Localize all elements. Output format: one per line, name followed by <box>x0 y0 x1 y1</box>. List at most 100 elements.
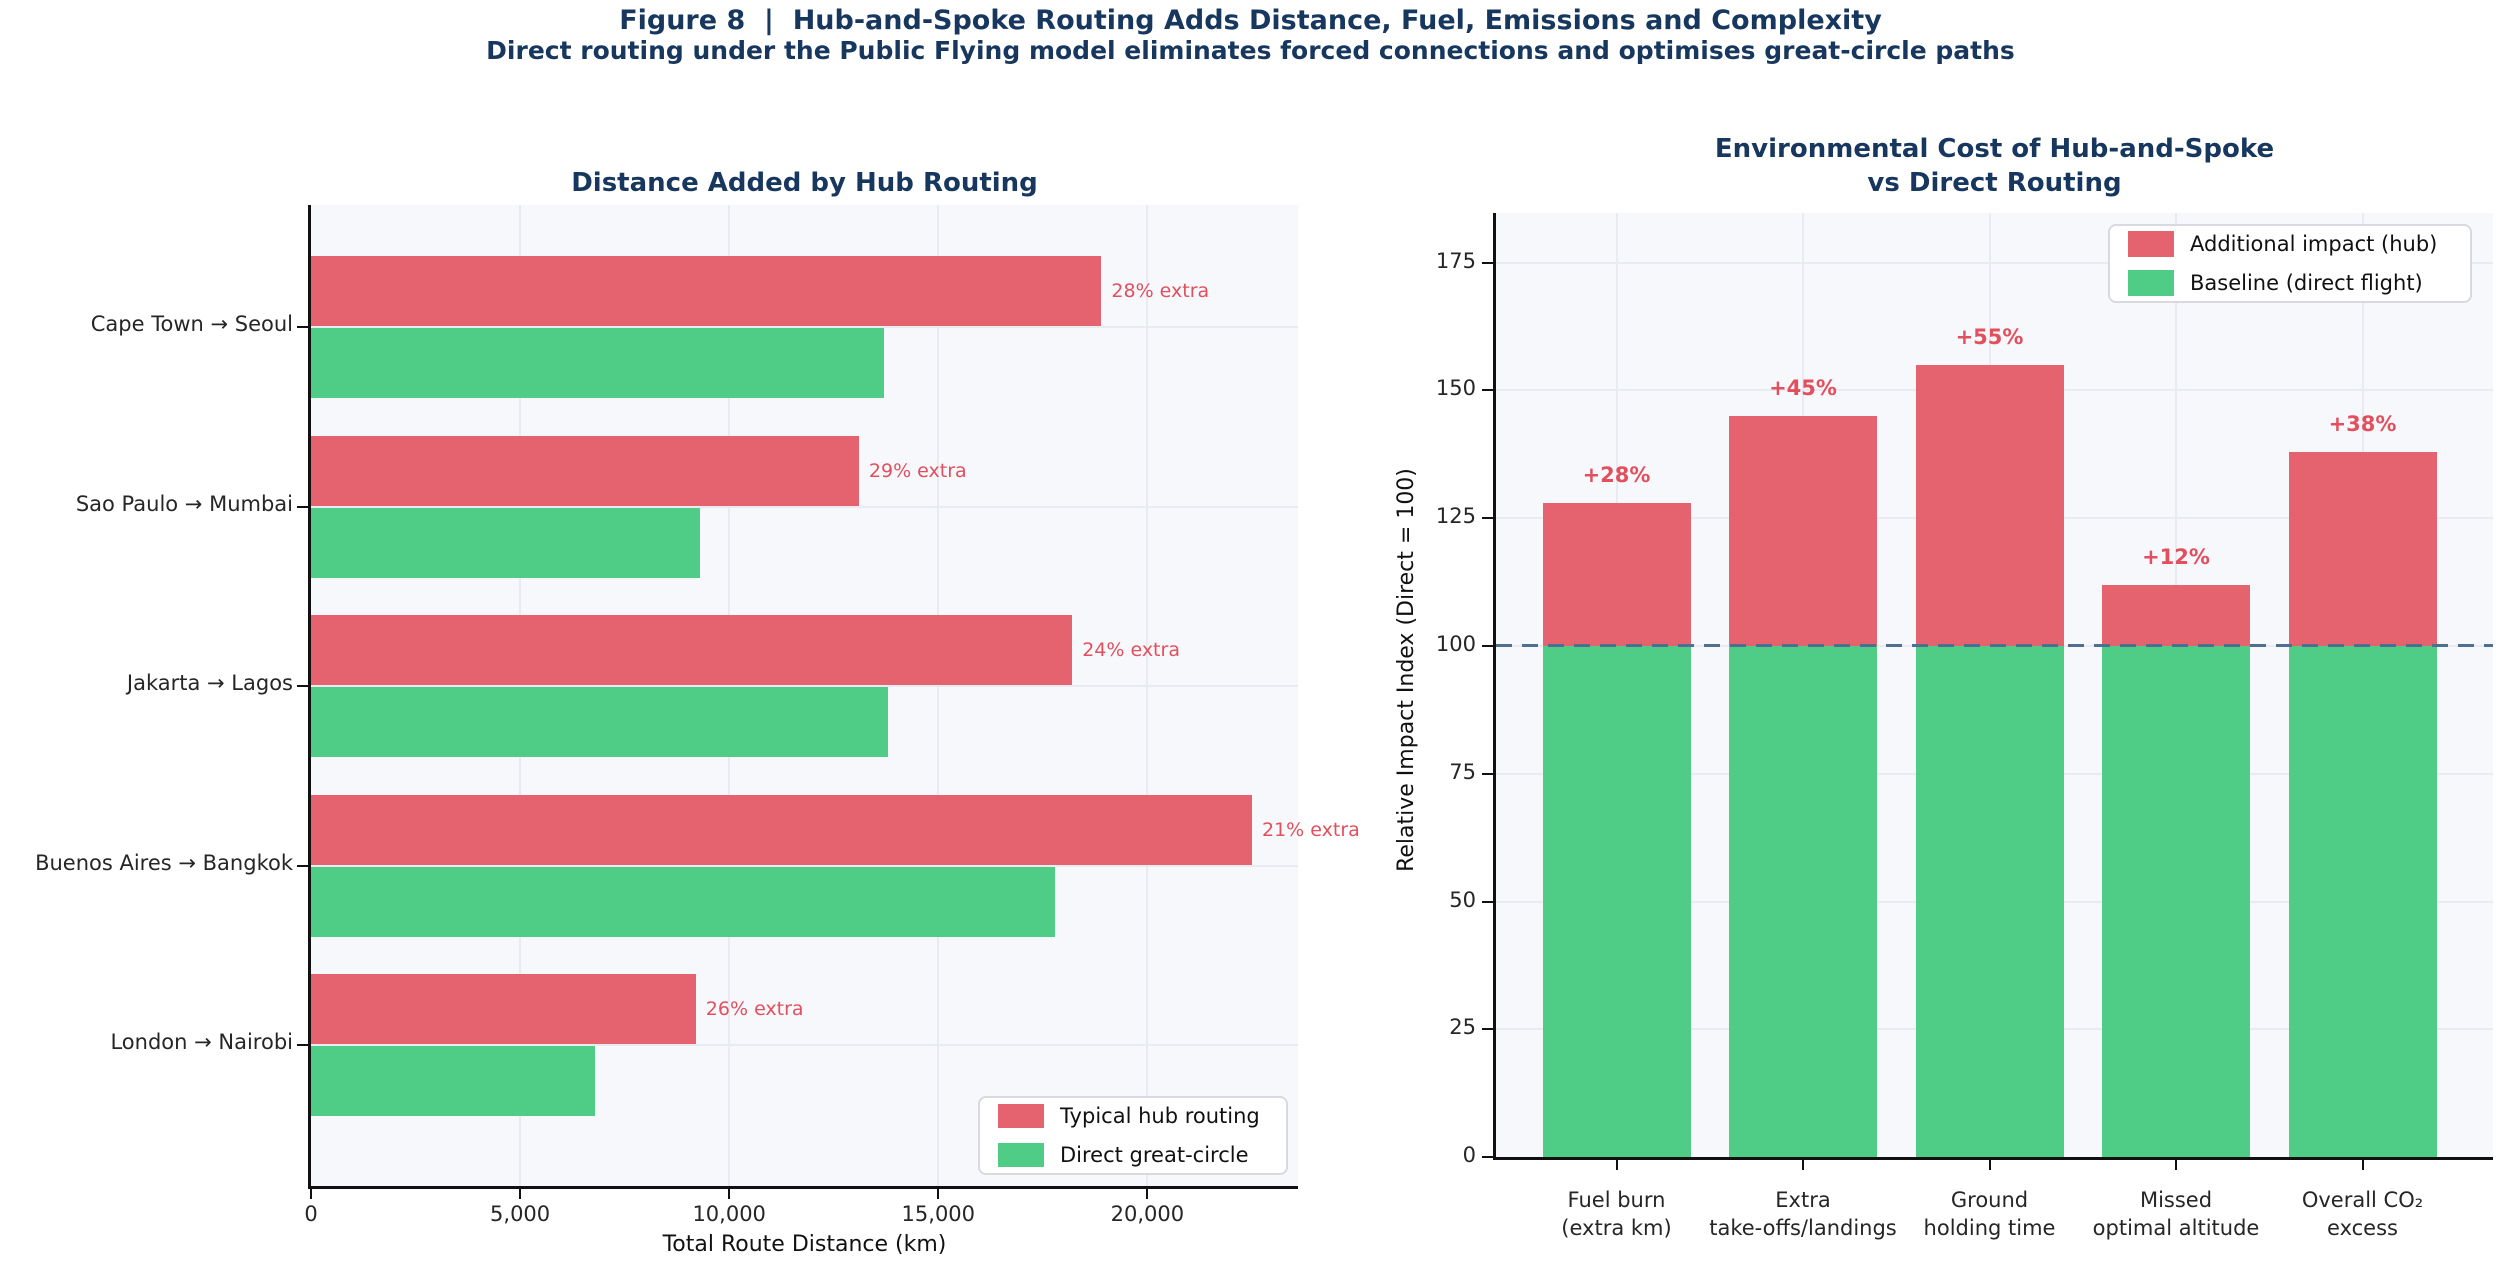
bar-hub-routing <box>311 794 1252 865</box>
gridline-vertical <box>1146 205 1149 1186</box>
x-tick-mark <box>1802 1160 1804 1170</box>
x-axis-label: Total Route Distance (km) <box>662 1232 947 1257</box>
bar-additional-impact <box>2288 451 2437 646</box>
right-chart-title-line1: Environmental Cost of Hub-and-Spoke <box>1714 134 2275 164</box>
bar-additional-impact <box>2102 584 2250 646</box>
bar-additional-impact <box>1729 415 1877 646</box>
category-label-line2: optimal altitude <box>2092 1216 2260 1240</box>
x-tick-mark <box>519 1189 522 1199</box>
gridline-horizontal <box>311 685 1298 688</box>
bar-annotation: +12% <box>2142 544 2210 569</box>
y-tick-mark <box>297 864 308 867</box>
category-label: Sao Paulo → Mumbai <box>75 491 293 516</box>
right-chart-title-line2: vs Direct Routing <box>1867 168 2122 198</box>
bar-additional-impact <box>1915 364 2064 646</box>
gridline-horizontal <box>311 1044 1298 1047</box>
x-axis-spine <box>1493 1157 2493 1160</box>
bar-annotation: 21% extra <box>1262 818 1360 841</box>
category-label-line2: holding time <box>1923 1216 2056 1240</box>
legend-label: Additional impact (hub) <box>2190 231 2438 256</box>
x-tick-mark <box>937 1189 940 1199</box>
legend-swatch <box>998 1143 1044 1168</box>
y-tick-label: 175 <box>1435 248 1476 273</box>
x-tick-label: 10,000 <box>692 1202 766 1226</box>
y-tick-mark <box>1482 1028 1493 1031</box>
bar-hub-routing <box>311 615 1073 686</box>
legend-swatch <box>2128 230 2174 257</box>
x-tick-mark <box>1146 1189 1149 1199</box>
x-tick-mark <box>2361 1160 2364 1170</box>
y-tick-mark <box>1482 772 1493 775</box>
y-tick-label: 0 <box>1462 1143 1476 1167</box>
x-tick-mark <box>728 1189 731 1199</box>
y-tick-mark <box>297 685 308 688</box>
category-label: Buenos Aires → Bangkok <box>35 850 293 875</box>
gridline-horizontal <box>311 864 1298 867</box>
y-tick-label: 25 <box>1449 1015 1476 1040</box>
bar-baseline-direct <box>2288 645 2437 1157</box>
dashed-baseline <box>1496 644 2493 648</box>
y-tick-label: 125 <box>1435 504 1476 529</box>
y-tick-label: 150 <box>1435 376 1476 401</box>
legend-label: Direct great-circle <box>1060 1143 1249 1168</box>
category-label: Cape Town → Seoul <box>90 312 293 336</box>
y-axis-spine <box>308 205 311 1189</box>
x-tick-mark <box>310 1189 312 1199</box>
bar-annotation: +38% <box>2328 411 2397 436</box>
bar-hub-routing <box>311 435 859 506</box>
y-tick-mark <box>1482 389 1493 392</box>
y-tick-mark <box>1482 261 1493 264</box>
legend-label: Baseline (direct flight) <box>2190 271 2423 296</box>
category-label-line1: Extra <box>1775 1188 1831 1212</box>
category-label-line1: Missed <box>2139 1188 2213 1212</box>
y-tick-mark <box>297 326 308 328</box>
y-axis-label: Relative Impact Index (Direct = 100) <box>1394 468 1419 872</box>
bar-annotation: +55% <box>1955 324 2024 349</box>
figure-subtitle: Direct routing under the Public Flying m… <box>486 36 2015 65</box>
bar-direct-great-circle <box>311 507 700 578</box>
category-label: London → Nairobi <box>110 1030 293 1055</box>
figure-title: Figure 8 | Hub-and-Spoke Routing Adds Di… <box>619 5 1882 36</box>
legend-label: Typical hub routing <box>1060 1103 1260 1128</box>
bar-annotation: 29% extra <box>868 459 967 482</box>
bar-baseline-direct <box>2102 645 2250 1157</box>
y-tick-mark <box>1482 644 1493 647</box>
y-tick-mark <box>1482 1156 1493 1158</box>
legend-swatch <box>998 1103 1044 1128</box>
y-tick-mark <box>1482 900 1493 903</box>
left-chart-title: Distance Added by Hub Routing <box>571 168 1038 198</box>
category-label: Jakarta → Lagos <box>126 671 293 696</box>
bar-annotation: +28% <box>1582 462 1651 487</box>
category-label-line1: Ground <box>1950 1188 2029 1212</box>
bar-direct-great-circle <box>311 328 884 398</box>
bar-hub-routing <box>311 256 1102 326</box>
bar-annotation: 24% extra <box>1082 639 1180 662</box>
category-label-line2: take-offs/landings <box>1709 1216 1897 1240</box>
gridline-vertical <box>937 205 940 1186</box>
y-tick-label: 50 <box>1449 887 1476 912</box>
y-tick-mark <box>297 505 308 508</box>
bar-direct-great-circle <box>311 1046 596 1117</box>
category-label-line1: Fuel burn <box>1567 1188 1666 1212</box>
x-tick-mark <box>1988 1160 1991 1170</box>
category-label-line1: Overall CO₂ <box>2301 1188 2424 1212</box>
bar-direct-great-circle <box>311 687 889 758</box>
x-axis-spine <box>308 1186 1298 1189</box>
bar-baseline-direct <box>1729 645 1877 1157</box>
x-tick-mark <box>1615 1160 1618 1170</box>
x-tick-label: 5,000 <box>490 1202 551 1226</box>
bar-additional-impact <box>1542 502 1691 646</box>
category-label-line2: excess <box>2327 1216 2398 1240</box>
bar-baseline-direct <box>1542 645 1691 1157</box>
bar-annotation: 26% extra <box>705 998 804 1021</box>
gridline-horizontal <box>1496 261 2493 264</box>
y-tick-mark <box>1482 517 1493 520</box>
x-tick-label: 0 <box>304 1202 318 1226</box>
x-tick-mark <box>2175 1160 2177 1170</box>
gridline-horizontal <box>311 505 1298 508</box>
y-axis-spine <box>1493 213 1496 1160</box>
legend-swatch <box>2128 270 2174 297</box>
y-tick-label: 75 <box>1449 759 1476 784</box>
y-tick-mark <box>297 1044 308 1047</box>
